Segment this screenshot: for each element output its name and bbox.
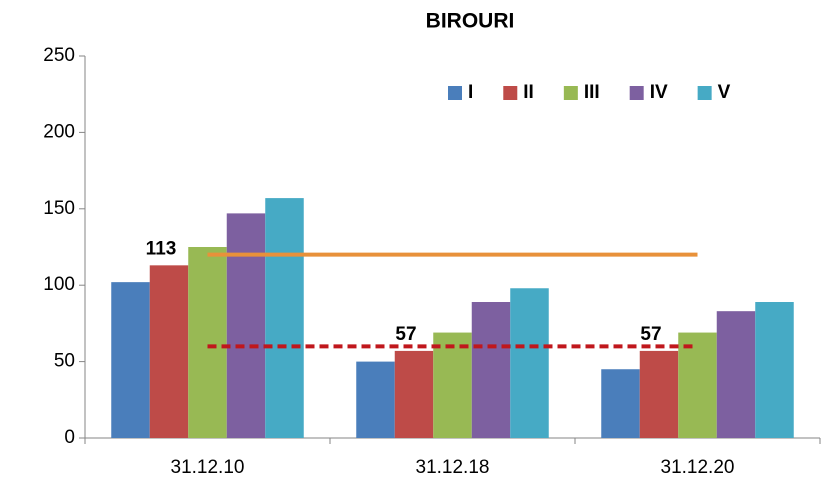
y-tick-label: 250 — [43, 45, 75, 66]
data-label: 113 — [146, 238, 177, 259]
bar — [471, 302, 511, 438]
legend-swatch — [563, 86, 578, 100]
bar — [510, 288, 549, 438]
data-label: 57 — [395, 324, 416, 345]
legend-label: I — [468, 82, 473, 103]
bar — [433, 332, 472, 438]
bar — [639, 350, 679, 438]
legend-label: IV — [650, 82, 668, 103]
legend-swatch — [697, 86, 712, 100]
x-tick-label: 31.12.20 — [661, 457, 735, 478]
bar — [755, 302, 794, 438]
bar — [111, 282, 150, 438]
x-tick-label: 31.12.10 — [171, 457, 245, 478]
legend-label: III — [584, 82, 600, 103]
bar — [716, 311, 756, 438]
bar — [149, 265, 189, 438]
chart-title: BIROURI — [426, 10, 515, 33]
bar — [265, 198, 304, 438]
y-tick-label: 0 — [64, 427, 75, 448]
bar — [226, 213, 266, 438]
y-tick-label: 200 — [43, 121, 75, 142]
bar — [188, 247, 227, 438]
legend-swatch — [503, 86, 518, 100]
legend-label: II — [523, 82, 534, 103]
x-tick-label: 31.12.18 — [416, 457, 490, 478]
legend-swatch — [448, 86, 462, 100]
legend-swatch — [629, 86, 644, 100]
bar — [356, 361, 395, 438]
bar — [678, 332, 717, 438]
legend-label: V — [718, 82, 731, 103]
bar — [601, 369, 640, 438]
y-tick-label: 150 — [43, 198, 75, 219]
bar — [394, 350, 434, 438]
y-tick-label: 50 — [54, 351, 75, 372]
data-label: 57 — [640, 324, 661, 345]
y-tick-label: 100 — [43, 274, 75, 295]
